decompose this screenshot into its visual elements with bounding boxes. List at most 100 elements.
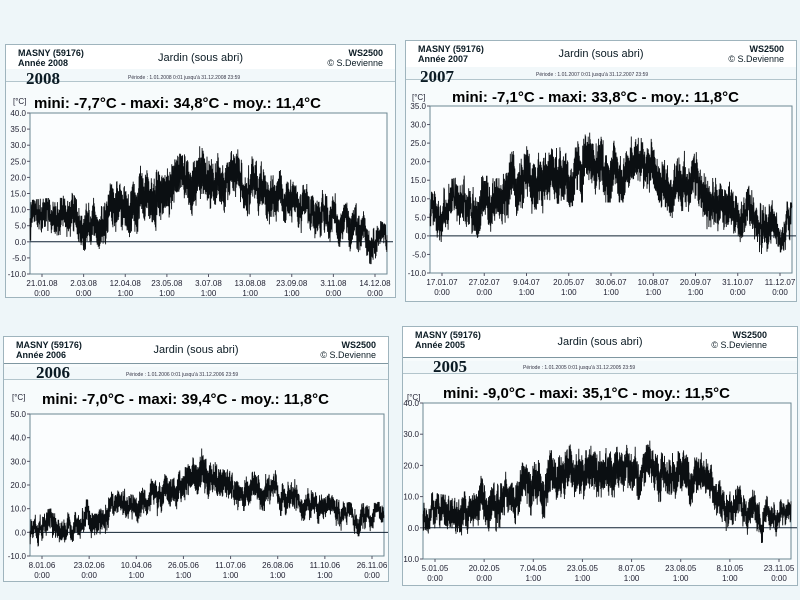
x-tick-time: 1:00 (201, 289, 217, 298)
y-tick-label: 15.0 (10, 190, 26, 199)
station-label: WS2500 © S.Devienne (728, 44, 784, 64)
x-tick-time: 0:00 (730, 288, 746, 297)
period-bar (6, 69, 395, 82)
x-tick-time: 0:00 (364, 571, 380, 580)
x-tick-time: 1:00 (223, 571, 239, 580)
panel-header: MASNY (59176) Année 2007 Jardin (sous abr… (406, 41, 796, 68)
x-tick-label: 23.02.06 (74, 561, 106, 570)
x-tick-time: 0:00 (434, 288, 450, 297)
y-tick-label: 10.0 (410, 195, 426, 204)
period-bar (403, 361, 797, 374)
y-tick-label: -10.0 (408, 269, 427, 278)
x-tick-time: 0:00 (476, 574, 492, 583)
x-tick-label: 14.12.08 (359, 279, 391, 288)
x-tick-time: 0:00 (427, 574, 443, 583)
x-tick-time: 1:00 (673, 574, 689, 583)
x-tick-label: 5.01.05 (422, 564, 449, 573)
x-tick-time: 1:00 (317, 571, 333, 580)
temperature-series-line (429, 132, 793, 255)
period-text: Période : 1.01.2008 0:01 jusqu'à 31.12.2… (128, 75, 241, 81)
x-tick-label: 26.05.06 (168, 561, 200, 570)
station-label: WS2500 © S.Devienne (320, 340, 376, 360)
x-tick-time: 0:00 (367, 289, 383, 298)
x-tick-label: 20.02.05 (469, 564, 501, 573)
x-tick-label: 3.11.08 (320, 279, 347, 288)
temperature-series-line (422, 440, 792, 544)
y-tick-label: 40.0 (403, 399, 419, 408)
chart-panel-2006: MASNY (59176) Année 2006 Jardin (sous abr… (3, 336, 389, 582)
year-heading: 2006 (36, 363, 70, 382)
stats-summary: mini: -9,0°C - maxi: 35,1°C - moy.: 11,5… (443, 385, 730, 402)
period-text: Période : 1.01.2007 0:01 jusqu'à 31.12.2… (536, 72, 649, 78)
panel-header: MASNY (59176) Année 2006 Jardin (sous abr… (4, 337, 388, 364)
y-tick-label: 20.0 (10, 481, 26, 490)
y-tick-label: 40.0 (10, 109, 26, 118)
x-tick-label: 13.08.08 (235, 279, 267, 288)
y-tick-label: 5.0 (15, 222, 27, 231)
x-tick-label: 10.04.06 (121, 561, 153, 570)
chart-panel-2007: MASNY (59176) Année 2007 Jardin (sous abr… (405, 40, 797, 302)
y-tick-label: 10.0 (10, 206, 26, 215)
x-tick-label: 3.07.08 (195, 279, 222, 288)
x-tick-label: 21.01.08 (26, 279, 58, 288)
temperature-chart: 50.040.030.020.010.00.0-10.08.01.060:002… (8, 410, 388, 580)
x-tick-time: 1:00 (561, 288, 577, 297)
x-tick-time: 0:00 (34, 571, 50, 580)
x-tick-label: 23.11.05 (764, 564, 795, 573)
y-tick-label: -10.0 (402, 555, 420, 564)
site-label: MASNY (59176) Année 2005 (415, 330, 481, 350)
year-heading: 2007 (420, 67, 454, 86)
year-heading: 2008 (26, 69, 60, 88)
panel-header: MASNY (59176) Année 2005 Jardin (sous abr… (403, 327, 797, 358)
x-tick-time: 0:00 (34, 289, 50, 298)
temperature-series-line (29, 146, 388, 265)
x-tick-label: 30.06.07 (595, 278, 627, 287)
y-tick-label: 35.0 (410, 102, 426, 111)
site-label: MASNY (59176) Année 2006 (16, 340, 82, 360)
x-tick-time: 0:00 (476, 288, 492, 297)
y-tick-label: 10.0 (403, 493, 419, 502)
period-bar (4, 367, 388, 380)
x-tick-time: 0:00 (76, 289, 92, 298)
temperature-chart: 35.030.025.020.015.010.05.00.0-5.0-10.01… (408, 102, 796, 297)
x-tick-time: 1:00 (603, 288, 619, 297)
x-tick-label: 27.02.07 (469, 278, 501, 287)
y-tick-label: -5.0 (12, 254, 26, 263)
sensor-title: Jardin (sous abri) (153, 344, 239, 356)
x-tick-label: 23.09.08 (276, 279, 308, 288)
x-tick-time: 1:00 (722, 574, 738, 583)
x-tick-time: 1:00 (575, 574, 591, 583)
x-tick-time: 0:00 (772, 288, 788, 297)
x-tick-time: 1:00 (645, 288, 661, 297)
x-tick-label: 11.07.06 (215, 561, 246, 570)
period-text: Période : 1.01.2006 0:01 jusqu'à 31.12.2… (126, 372, 239, 378)
x-tick-label: 23.05.05 (567, 564, 599, 573)
y-tick-label: 0.0 (408, 524, 420, 533)
x-tick-label: 8.10.05 (717, 564, 744, 573)
x-tick-label: 23.05.08 (151, 279, 183, 288)
x-tick-label: 26.11.06 (357, 561, 388, 570)
x-tick-label: 23.08.05 (665, 564, 697, 573)
y-tick-label: 10.0 (10, 505, 26, 514)
y-tick-label: 30.0 (410, 121, 426, 130)
y-tick-label: 40.0 (10, 434, 26, 443)
period-bar (406, 67, 796, 80)
x-tick-label: 17.01.07 (426, 278, 458, 287)
x-tick-label: 10.08.07 (638, 278, 670, 287)
y-tick-label: 30.0 (10, 457, 26, 466)
x-tick-time: 1:00 (525, 574, 541, 583)
y-unit: [°C] (12, 393, 26, 402)
y-tick-label: 5.0 (415, 213, 427, 222)
station-label: WS2500 © S.Devienne (327, 48, 383, 68)
y-tick-label: 20.0 (403, 461, 419, 470)
x-tick-time: 1:00 (128, 571, 144, 580)
x-tick-label: 26.08.06 (262, 561, 294, 570)
stats-summary: mini: -7,1°C - maxi: 33,8°C - moy.: 11,8… (452, 89, 739, 106)
period-text: Période : 1.01.2005 0:01 jusqu'à 31.12.2… (523, 365, 636, 371)
x-tick-label: 31.10.07 (722, 278, 754, 287)
x-tick-time: 0:00 (326, 289, 342, 298)
y-tick-label: 35.0 (10, 125, 26, 134)
x-tick-time: 0:00 (771, 574, 787, 583)
station-label: WS2500 © S.Devienne (711, 330, 767, 350)
x-tick-time: 0:00 (81, 571, 97, 580)
